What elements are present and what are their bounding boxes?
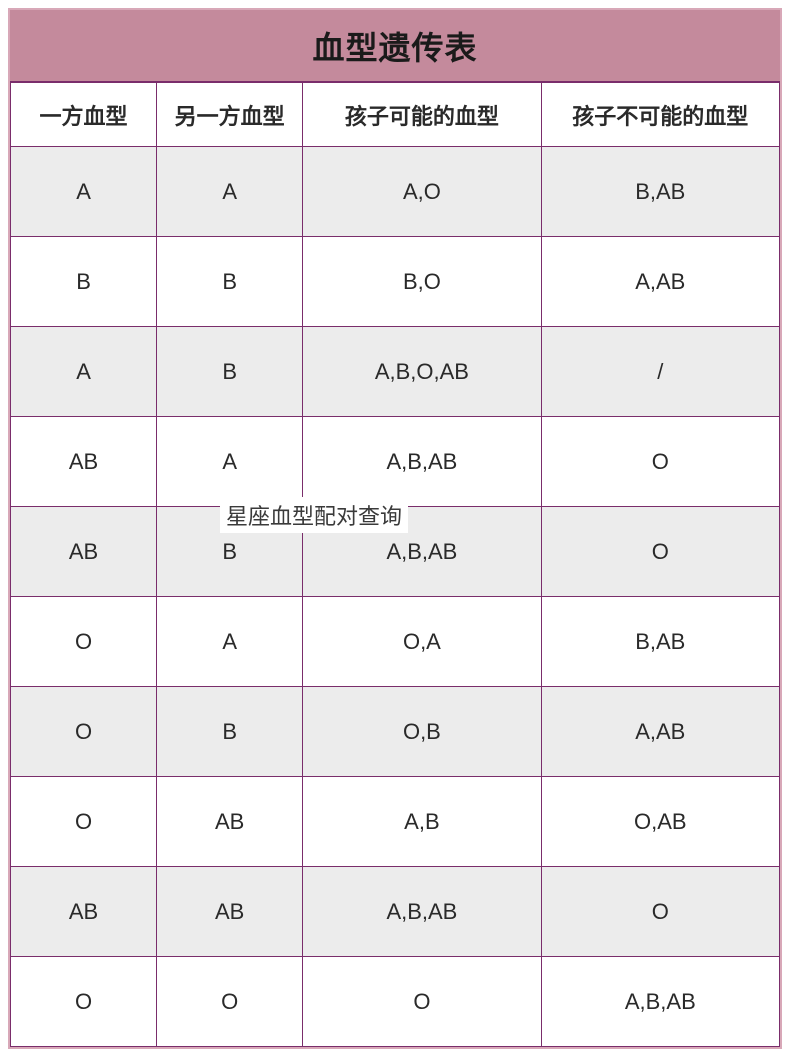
table-cell: O [541, 867, 779, 957]
header-row: 一方血型 另一方血型 孩子可能的血型 孩子不可能的血型 [11, 83, 780, 147]
table-cell: A,B,AB [541, 957, 779, 1047]
table-cell: B [157, 687, 303, 777]
table-cell: A,AB [541, 237, 779, 327]
table-cell: O [11, 957, 157, 1047]
table-row: OOOA,B,AB [11, 957, 780, 1047]
table-row: OAO,AB,AB [11, 597, 780, 687]
watermark-overlay: 星座血型配对查询 [220, 497, 408, 533]
table-cell: AB [157, 867, 303, 957]
table-cell: / [541, 327, 779, 417]
table-cell: A,AB [541, 687, 779, 777]
table-cell: A [157, 147, 303, 237]
col-header-parent1: 一方血型 [11, 83, 157, 147]
table-row: OBO,BA,AB [11, 687, 780, 777]
table-cell: A [157, 417, 303, 507]
table-cell: B,AB [541, 147, 779, 237]
table-row: OABA,BO,AB [11, 777, 780, 867]
table-cell: B,O [303, 237, 541, 327]
table-cell: A [157, 597, 303, 687]
table-cell: AB [11, 507, 157, 597]
table-cell: AB [11, 417, 157, 507]
table-body: AAA,OB,ABBBB,OA,ABABA,B,O,AB/ABAA,B,ABOA… [11, 147, 780, 1047]
table-cell: A,B,AB [303, 417, 541, 507]
title-bar: 血型遗传表 [10, 10, 780, 82]
table-cell: O,B [303, 687, 541, 777]
table-cell: A,B,AB [303, 867, 541, 957]
table-cell: A,O [303, 147, 541, 237]
table-row: ABAA,B,ABO [11, 417, 780, 507]
table-cell: B [157, 327, 303, 417]
table-cell: A,B [303, 777, 541, 867]
table-cell: O,AB [541, 777, 779, 867]
table-row: ABA,B,O,AB/ [11, 327, 780, 417]
table-cell: O,A [303, 597, 541, 687]
table-cell: B [157, 237, 303, 327]
table-cell: AB [11, 867, 157, 957]
table-cell: O [541, 507, 779, 597]
table-cell: O [11, 777, 157, 867]
table-cell: A [11, 147, 157, 237]
table-title: 血型遗传表 [312, 23, 477, 69]
table-cell: B [11, 237, 157, 327]
table-cell: O [157, 957, 303, 1047]
table-cell: B,AB [541, 597, 779, 687]
table-row: BBB,OA,AB [11, 237, 780, 327]
table-cell: A,B,O,AB [303, 327, 541, 417]
table-cell: O [11, 687, 157, 777]
table-cell: O [541, 417, 779, 507]
table-row: AAA,OB,AB [11, 147, 780, 237]
blood-type-table: 一方血型 另一方血型 孩子可能的血型 孩子不可能的血型 AAA,OB,ABBBB… [10, 82, 780, 1047]
col-header-possible: 孩子可能的血型 [303, 83, 541, 147]
col-header-impossible: 孩子不可能的血型 [541, 83, 779, 147]
table-cell: O [11, 597, 157, 687]
table-cell: A [11, 327, 157, 417]
table-cell: AB [157, 777, 303, 867]
table-cell: O [303, 957, 541, 1047]
col-header-parent2: 另一方血型 [157, 83, 303, 147]
table-row: ABABA,B,ABO [11, 867, 780, 957]
